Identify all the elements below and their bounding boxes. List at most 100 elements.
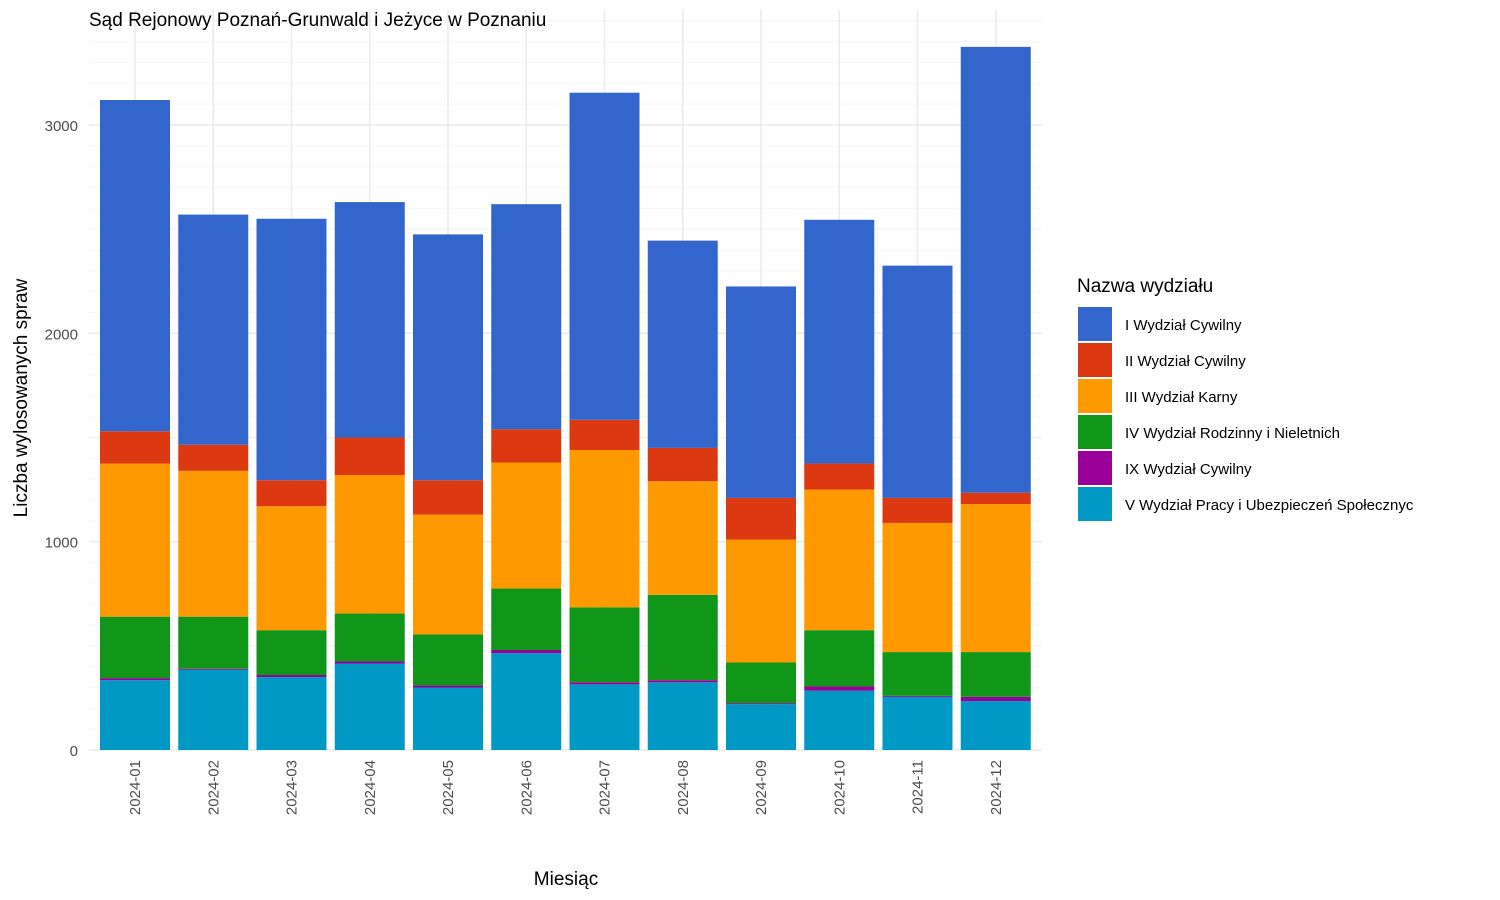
bar-segment: [882, 497, 953, 523]
bar-segment: [882, 652, 953, 696]
bar-segment: [726, 662, 796, 704]
bar-segment: [804, 630, 875, 687]
bar-segment: [960, 46, 1031, 493]
y-tick-label: 3000: [45, 118, 78, 135]
bar-segment: [726, 703, 796, 705]
bar-segment: [569, 450, 640, 608]
bar-segment: [569, 419, 640, 450]
chart-title: Sąd Rejonowy Poznań-Grunwald i Jeżyce w …: [89, 10, 546, 31]
legend: I Wydział Cywilny II Wydział Cywilny III W…: [1078, 307, 1414, 521]
bar-segment: [804, 219, 875, 464]
bar-segment: [178, 616, 249, 669]
bar-segment: [569, 92, 640, 420]
bar-segment: [100, 678, 170, 681]
bar-segment: [882, 265, 953, 498]
bar-segment: [334, 613, 405, 662]
bar-segment: [413, 685, 483, 688]
x-tick-label: 2024-04: [362, 760, 379, 815]
x-tick-label: 2024-09: [753, 760, 770, 815]
bar-segment: [491, 204, 562, 430]
bar-segment: [960, 504, 1031, 653]
bar-segment: [256, 677, 327, 750]
axis-ticks: 0 1000 2000 3000 2024-01 2024-02 2024-03 2024-0…: [45, 118, 1005, 815]
bar-segment: [647, 447, 718, 482]
legend-label: II Wydział Cywilny: [1125, 353, 1246, 370]
bar-segment: [413, 514, 483, 635]
bar-segment: [569, 684, 640, 750]
bar-segment: [569, 607, 640, 683]
bar-segment: [960, 701, 1031, 750]
bar-segment: [960, 652, 1031, 697]
x-tick-label: 2024-12: [988, 760, 1005, 815]
bar-segment: [100, 680, 170, 750]
bar-segment: [960, 696, 1031, 702]
x-axis-title: Miesiąc: [534, 869, 598, 890]
legend-title: Nazwa wydziału: [1077, 276, 1213, 297]
y-tick-label: 2000: [45, 326, 78, 343]
y-tick-label: 0: [70, 743, 78, 760]
y-tick-label: 1000: [45, 535, 78, 552]
bar-segment: [882, 522, 953, 653]
bar-segment: [178, 444, 249, 471]
bar-segment: [100, 463, 170, 617]
bar-segment: [647, 240, 718, 448]
legend-swatch: [1078, 487, 1112, 521]
bar-segment: [647, 481, 718, 595]
legend-swatch: [1078, 307, 1112, 341]
bar-segment: [256, 218, 327, 481]
bar-segment: [178, 214, 249, 445]
bar-segment: [647, 682, 718, 750]
bar-segment: [804, 489, 875, 631]
legend-label: IV Wydział Rodzinny i Nieletnich: [1125, 425, 1340, 442]
bar-segment: [726, 704, 796, 750]
bar-segment: [647, 680, 718, 683]
x-tick-label: 2024-06: [518, 760, 535, 815]
legend-label: III Wydział Karny: [1125, 389, 1238, 406]
bar-segment: [413, 480, 483, 515]
legend-label: IX Wydział Cywilny: [1125, 461, 1252, 478]
bar-segment: [491, 462, 562, 589]
x-tick-label: 2024-03: [284, 760, 301, 815]
legend-swatch: [1078, 451, 1112, 485]
x-tick-label: 2024-11: [910, 760, 927, 814]
bar-segment: [256, 480, 327, 507]
bar-segment: [334, 661, 405, 664]
legend-label: I Wydział Cywilny: [1125, 317, 1242, 334]
bar-segment: [334, 202, 405, 438]
bar-segment: [413, 634, 483, 686]
x-tick-label: 2024-05: [440, 760, 457, 815]
bar-segment: [569, 682, 640, 685]
bar-segment: [491, 588, 562, 650]
bar-segment: [960, 492, 1031, 505]
legend-swatch: [1078, 343, 1112, 377]
bar-segment: [256, 675, 327, 678]
bar-segment: [804, 686, 875, 691]
bar-segment: [100, 616, 170, 679]
bar-segment: [334, 475, 405, 614]
bar-segment: [882, 696, 953, 750]
bar-segment: [491, 650, 562, 654]
bar-segment: [178, 470, 249, 617]
bar-segment: [178, 669, 249, 750]
legend-swatch: [1078, 415, 1112, 449]
bar-segment: [726, 286, 796, 498]
bars: [100, 46, 1031, 750]
bar-segment: [413, 687, 483, 750]
legend-label: V Wydział Pracy i Ubezpieczeń Społecznyc: [1125, 497, 1414, 514]
legend-swatch: [1078, 379, 1112, 413]
bar-segment: [804, 690, 875, 750]
bar-segment: [100, 431, 170, 464]
bar-segment: [491, 653, 562, 750]
x-tick-label: 2024-01: [127, 760, 144, 815]
bar-segment: [726, 539, 796, 663]
bar-segment: [413, 234, 483, 481]
bar-segment: [882, 695, 953, 697]
x-tick-label: 2024-08: [675, 760, 692, 815]
bar-segment: [334, 437, 405, 475]
bar-segment: [334, 663, 405, 750]
bar-segment: [647, 594, 718, 681]
bar-segment: [178, 668, 249, 670]
x-tick-label: 2024-07: [597, 760, 614, 815]
y-axis-title: Liczba wylosowanych spraw: [11, 278, 32, 517]
